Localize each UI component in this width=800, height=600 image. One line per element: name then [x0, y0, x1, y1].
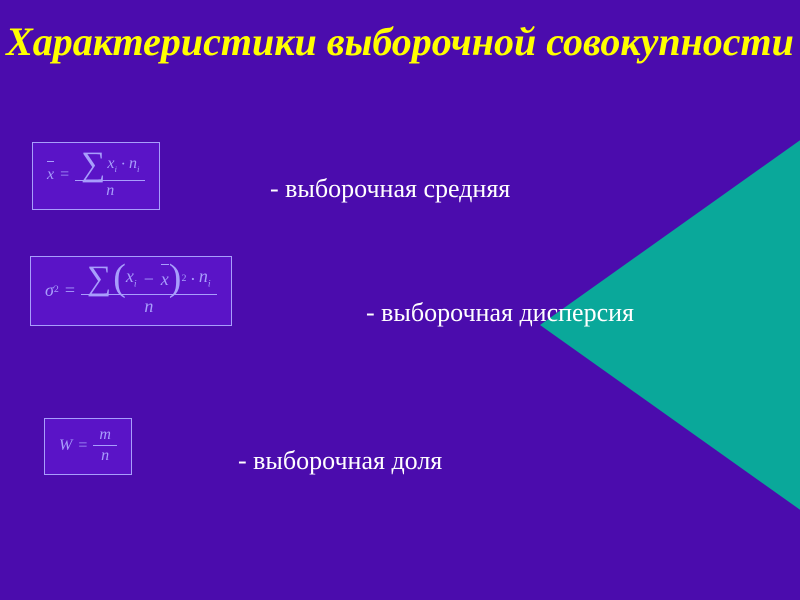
- sum-icon: ∑: [87, 265, 111, 292]
- lhs-exp: 2: [54, 285, 59, 295]
- denominator-n: n: [101, 448, 109, 464]
- lhs-W: W: [59, 438, 72, 454]
- lhs-xbar: x: [47, 166, 54, 183]
- caption-sample-variance: - выборочная дисперсия: [366, 298, 634, 328]
- sum-icon: ∑: [81, 151, 105, 178]
- slide-title: Характеристики выборочной совокупности: [0, 20, 800, 64]
- denominator-n: n: [144, 297, 153, 315]
- numerator-m: m: [99, 427, 111, 443]
- slide: Характеристики выборочной совокупности x…: [0, 0, 800, 600]
- formula-sample-variance: σ2 = ∑ ( xi − x )2 · ni n: [30, 256, 232, 326]
- caption-sample-mean: - выборочная средняя: [270, 174, 510, 204]
- caption-sample-share: - выборочная доля: [238, 446, 442, 476]
- denominator-n: n: [106, 183, 114, 199]
- formula-sample-share: W = m n: [44, 418, 132, 475]
- formula-sample-mean: x = ∑ xi · ni n: [32, 142, 160, 210]
